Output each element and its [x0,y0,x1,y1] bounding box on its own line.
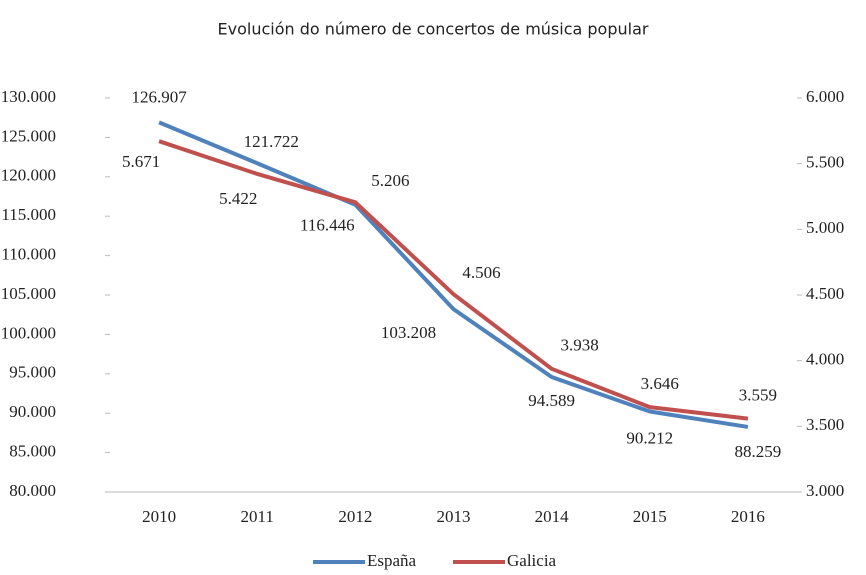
y-tick-label: 90.000 [9,402,56,421]
data-label: 126.907 [131,87,187,106]
data-label: 94.589 [528,391,575,410]
y-tick-label: 100.000 [1,323,56,342]
data-label: 103.208 [381,323,436,342]
data-label: 4.506 [462,263,500,282]
series-line [158,120,749,429]
data-label: 3.646 [641,374,679,393]
legend-label: Galicia [507,551,557,570]
y2-tick-label: 3.000 [806,481,844,500]
y-tick-label: 80.000 [9,481,56,500]
x-tick-label: 2015 [633,507,667,526]
y2-tick-label: 5.500 [806,153,844,172]
y-tick-label: 115.000 [1,205,56,224]
y-tick-label: 110.000 [1,245,56,264]
x-tick-label: 2014 [535,507,570,526]
y2-tick-label: 6.000 [806,87,844,106]
y2-tick-label: 4.000 [806,350,844,369]
data-label: 5.206 [371,171,409,190]
y-tick-label: 120.000 [1,166,56,185]
data-label: 5.422 [219,189,257,208]
y-tick-label: 125.000 [1,126,56,145]
y2-tick-label: 3.500 [806,415,844,434]
chart-title: Evolución do número de concertos de músi… [218,20,649,39]
x-tick-label: 2016 [731,507,765,526]
data-label: 88.259 [735,442,782,461]
legend-label: España [367,551,417,570]
data-label: 121.722 [244,132,299,151]
data-label: 5.671 [122,152,160,171]
y2-tick-label: 4.500 [806,284,844,303]
data-label: 116.446 [300,216,355,235]
data-label: 3.938 [561,336,599,355]
y2-tick-label: 5.000 [806,218,844,237]
y-tick-label: 85.000 [9,442,56,461]
y-tick-label: 130.000 [1,87,56,106]
x-tick-label: 2013 [437,507,471,526]
x-tick-label: 2012 [338,507,372,526]
x-tick-label: 2011 [241,507,274,526]
data-label: 3.559 [739,385,777,404]
y-tick-label: 105.000 [1,284,56,303]
data-label: 90.212 [626,428,673,447]
x-tick-label: 2010 [142,507,176,526]
y-tick-label: 95.000 [9,363,56,382]
series-line [158,139,749,421]
